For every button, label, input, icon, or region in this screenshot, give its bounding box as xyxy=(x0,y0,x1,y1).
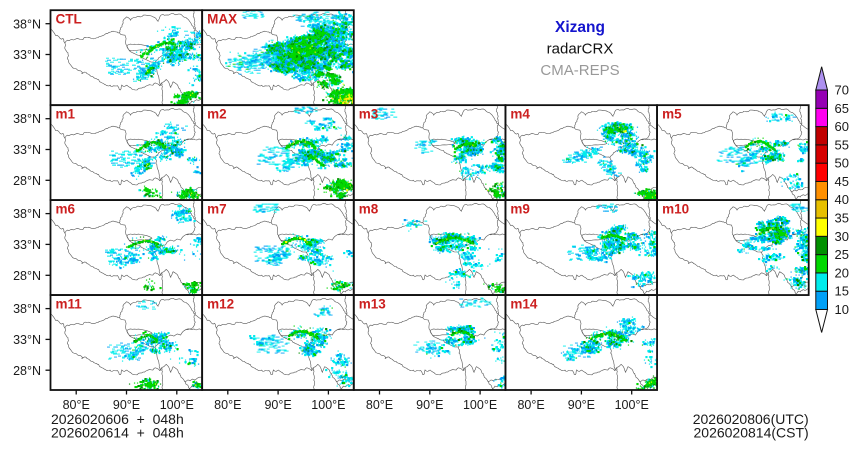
svg-text:28°N: 28°N xyxy=(13,269,41,283)
svg-text:10: 10 xyxy=(835,302,849,317)
svg-text:m10: m10 xyxy=(662,202,689,217)
svg-text:33°N: 33°N xyxy=(13,238,41,252)
svg-text:100°E: 100°E xyxy=(160,398,194,412)
svg-text:65: 65 xyxy=(835,101,849,116)
svg-text:30: 30 xyxy=(835,229,849,244)
svg-text:2026020814(CST): 2026020814(CST) xyxy=(694,424,809,440)
svg-text:m1: m1 xyxy=(56,107,76,122)
svg-text:Xizang: Xizang xyxy=(555,19,605,36)
svg-text:90°E: 90°E xyxy=(568,398,595,412)
svg-text:38°N: 38°N xyxy=(13,17,41,31)
svg-text:28°N: 28°N xyxy=(13,364,41,378)
svg-text:38°N: 38°N xyxy=(13,207,41,221)
svg-text:28°N: 28°N xyxy=(13,174,41,188)
svg-text:80°E: 80°E xyxy=(517,398,544,412)
svg-text:2026020614 + 048h: 2026020614 + 048h xyxy=(51,424,184,440)
svg-text:m14: m14 xyxy=(510,296,538,311)
svg-text:m13: m13 xyxy=(359,296,387,311)
svg-text:80°E: 80°E xyxy=(214,398,241,412)
svg-text:m11: m11 xyxy=(56,296,83,311)
svg-text:33°N: 33°N xyxy=(13,143,41,157)
svg-text:m12: m12 xyxy=(207,296,234,311)
svg-text:2026020806(UTC): 2026020806(UTC) xyxy=(693,411,809,427)
svg-text:CTL: CTL xyxy=(56,12,82,27)
svg-text:100°E: 100°E xyxy=(311,398,345,412)
svg-text:35: 35 xyxy=(835,211,849,226)
svg-text:CMA-REPS: CMA-REPS xyxy=(540,62,619,79)
svg-text:radarCRX: radarCRX xyxy=(547,41,614,58)
svg-text:90°E: 90°E xyxy=(264,398,291,412)
svg-text:MAX: MAX xyxy=(207,12,237,27)
svg-text:80°E: 80°E xyxy=(366,398,393,412)
svg-text:100°E: 100°E xyxy=(615,398,649,412)
svg-text:80°E: 80°E xyxy=(63,398,90,412)
svg-text:90°E: 90°E xyxy=(113,398,140,412)
svg-text:55: 55 xyxy=(835,137,849,152)
svg-text:60: 60 xyxy=(835,119,849,134)
svg-text:25: 25 xyxy=(835,247,849,262)
svg-text:38°N: 38°N xyxy=(13,112,41,126)
svg-text:m7: m7 xyxy=(207,202,227,217)
svg-text:33°N: 33°N xyxy=(13,333,41,347)
svg-text:100°E: 100°E xyxy=(463,398,497,412)
svg-text:50: 50 xyxy=(835,156,849,171)
svg-text:m9: m9 xyxy=(510,202,530,217)
svg-text:m6: m6 xyxy=(56,202,76,217)
svg-text:m2: m2 xyxy=(207,107,227,122)
svg-text:m5: m5 xyxy=(662,107,682,122)
svg-text:33°N: 33°N xyxy=(13,48,41,62)
svg-text:20: 20 xyxy=(835,265,849,280)
svg-text:2026020606 + 048h: 2026020606 + 048h xyxy=(51,411,184,427)
svg-text:90°E: 90°E xyxy=(416,398,443,412)
svg-text:m4: m4 xyxy=(510,107,530,122)
svg-text:40: 40 xyxy=(835,192,849,207)
svg-text:70: 70 xyxy=(835,83,849,98)
svg-text:15: 15 xyxy=(835,284,849,299)
svg-text:m3: m3 xyxy=(359,107,379,122)
svg-text:38°N: 38°N xyxy=(13,302,41,316)
svg-text:28°N: 28°N xyxy=(13,79,41,93)
svg-text:m8: m8 xyxy=(359,202,379,217)
svg-text:45: 45 xyxy=(835,174,849,189)
